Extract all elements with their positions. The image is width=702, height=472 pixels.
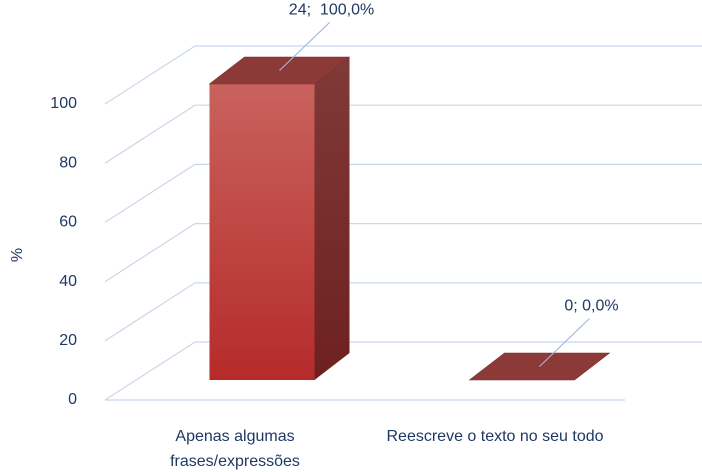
y-tick-label: 60 [59,214,77,231]
grid-line [104,45,702,105]
grid-line [104,163,702,223]
bar-front [209,84,315,380]
grid-line [104,104,702,164]
x-tick-label: Apenas algumas frases/expressões [170,428,300,470]
y-tick-label: 0 [68,391,77,408]
grid-line [104,282,702,342]
grid-line [104,341,702,401]
data-label: 24; 100,0% [289,2,374,19]
label-leader [279,22,330,71]
y-axis-title: % [9,248,26,262]
bar-side [314,57,350,380]
y-tick-label: 100 [50,95,77,112]
grid-line [104,223,702,283]
y-tick-label: 40 [59,273,77,290]
x-tick-label: Reescreve o texto no seu todo [386,428,603,445]
bar [208,56,351,380]
y-tick-label: 80 [59,154,77,171]
label-leader [539,318,590,367]
data-label: 0; 0,0% [564,298,618,315]
y-tick-label: 20 [59,332,77,349]
